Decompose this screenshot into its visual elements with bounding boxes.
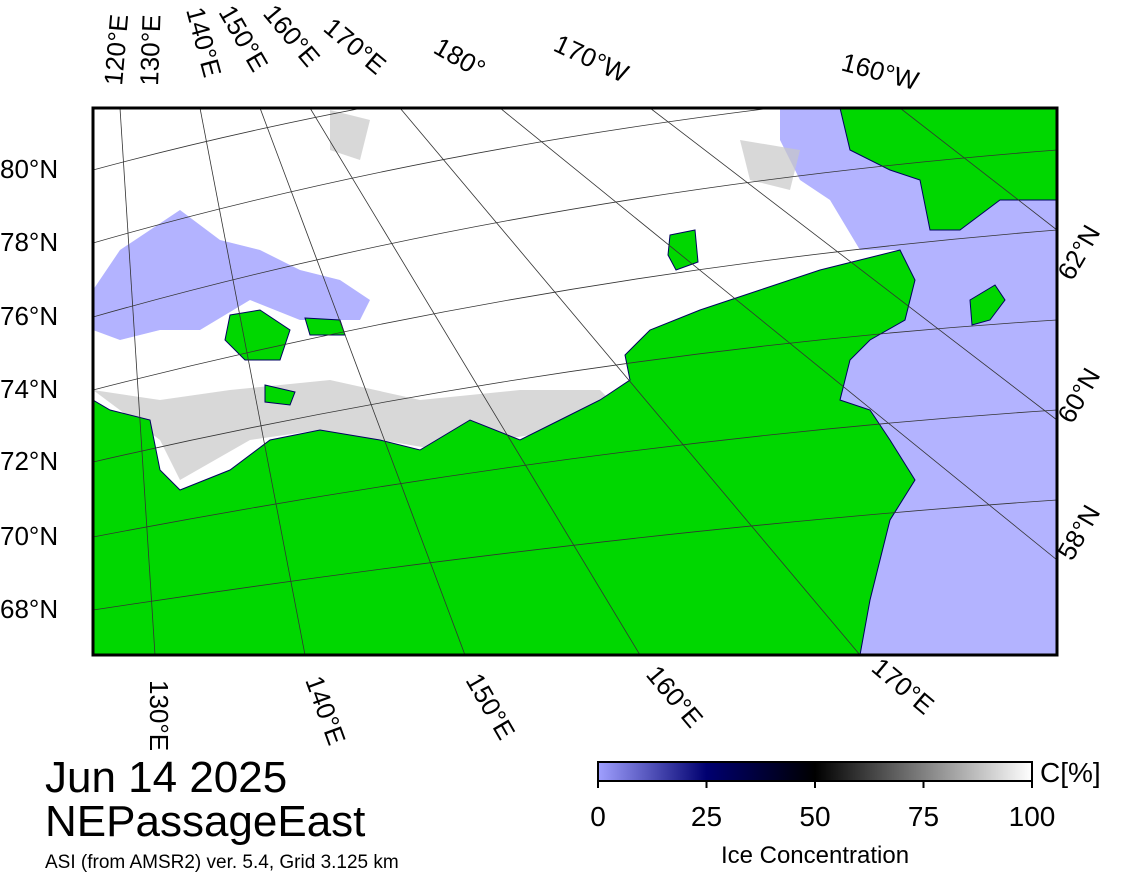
source: ASI (from AMSR2) ver. 5.4, Grid 3.125 km: [45, 852, 399, 873]
latitude-label: 80°N: [0, 154, 58, 184]
longitude-label: 130°E: [144, 680, 174, 751]
colorbar: [597, 761, 1033, 782]
colorbar-unit: C[%]: [1040, 757, 1101, 788]
latitude-label: 62°N: [1051, 220, 1106, 285]
longitude-label: 150°E: [460, 668, 522, 745]
colorbar-tick-label: 50: [799, 801, 830, 832]
island: [969, 284, 1006, 326]
colorbar-tick-label: 25: [691, 801, 722, 832]
longitude-label: 120°E: [98, 13, 134, 86]
colorbar-tick-label: 0: [590, 801, 606, 832]
colorbar-tick-label: 100: [1009, 801, 1056, 832]
colorbar-label: Ice Concentration: [721, 842, 909, 869]
region: NEPassageEast: [45, 797, 365, 846]
latitude-label: 60°N: [1051, 363, 1106, 428]
longitude-label: 170°W: [549, 28, 633, 88]
date: Jun 14 2025: [45, 753, 287, 802]
open-water: [780, 108, 1057, 655]
latitude-label: 76°N: [0, 301, 58, 331]
longitude-label: 160°E: [640, 660, 709, 734]
latitude-label: 70°N: [0, 521, 58, 551]
latitude-label: 72°N: [0, 446, 58, 476]
map-area: [93, 108, 1057, 655]
island: [264, 384, 296, 406]
longitude-label: 170°E: [866, 652, 940, 721]
longitude-label: 140°E: [299, 672, 352, 749]
latitude-label: 68°N: [0, 594, 58, 624]
latitude-label: 58°N: [1051, 500, 1106, 565]
longitude-label: 160°W: [838, 47, 922, 96]
longitude-label: 180°: [429, 31, 491, 84]
colorbar-tick-label: 75: [908, 801, 939, 832]
open-water: [93, 210, 370, 340]
longitude-label: 130°E: [134, 14, 166, 86]
longitude-label: 170°E: [318, 12, 392, 81]
island: [667, 229, 699, 271]
map-frame: [91, 106, 1059, 657]
land: [839, 108, 1057, 231]
latitude-label: 78°N: [0, 227, 58, 257]
land: [93, 249, 916, 655]
latitude-label: 74°N: [0, 374, 58, 404]
graticule: [93, 108, 1057, 655]
